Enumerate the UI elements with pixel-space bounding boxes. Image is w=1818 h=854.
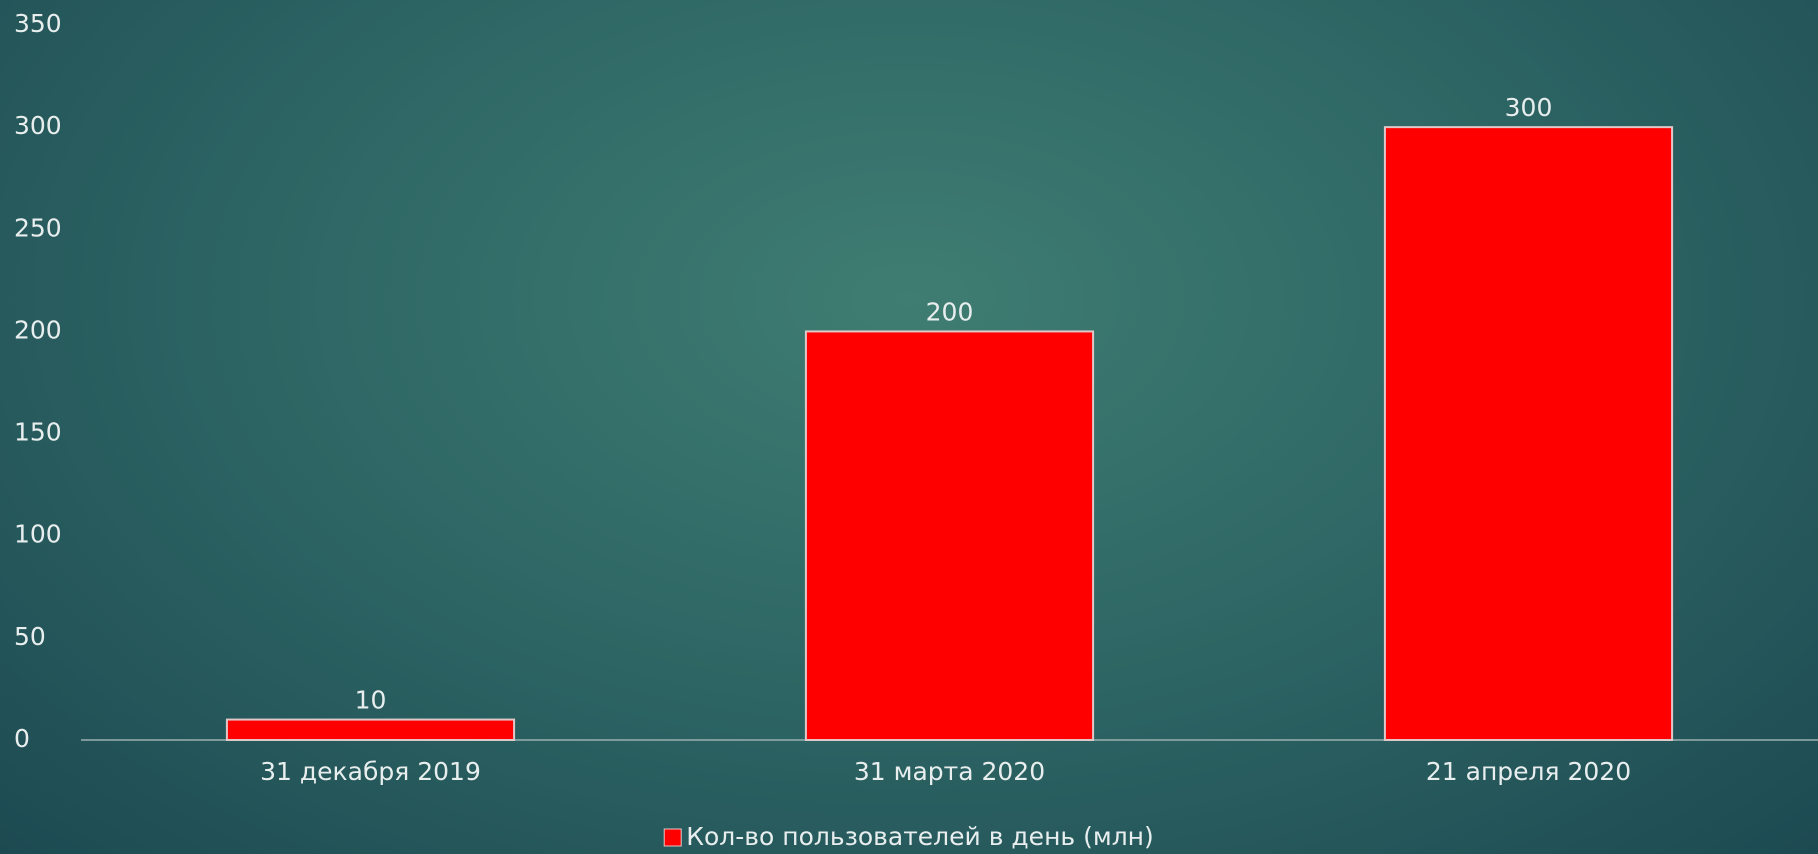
bar (804, 330, 1095, 741)
y-tick-label: 50 (14, 622, 46, 651)
y-tick-label: 150 (14, 418, 62, 447)
x-tick-label: 31 марта 2020 (854, 757, 1045, 786)
y-tick-label: 100 (14, 520, 62, 549)
x-tick-label: 21 апреля 2020 (1426, 757, 1631, 786)
y-tick-label: 300 (14, 111, 62, 140)
bar (1383, 126, 1674, 741)
y-tick-label: 200 (14, 315, 62, 344)
y-tick-label: 250 (14, 213, 62, 242)
legend-swatch (663, 828, 682, 847)
y-tick-label: 0 (14, 724, 30, 753)
data-label: 10 (355, 686, 387, 715)
legend-label: Кол-во пользователей в день (млн) (686, 822, 1154, 851)
data-label: 300 (1505, 93, 1553, 122)
bar (225, 718, 516, 741)
y-tick-label: 350 (14, 9, 62, 38)
x-tick-label: 31 декабря 2019 (260, 757, 481, 786)
data-label: 200 (926, 297, 974, 326)
